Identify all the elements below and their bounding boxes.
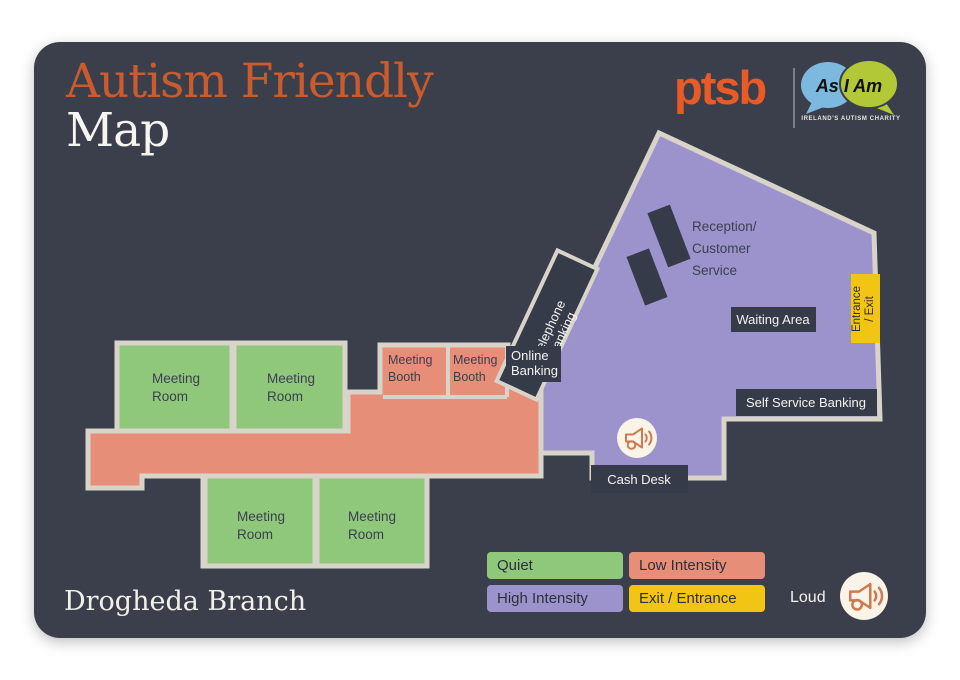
waiting-area-label: Waiting Area (736, 312, 810, 327)
logo-divider (793, 68, 795, 128)
meeting-booth-label: Booth (453, 370, 486, 384)
reception-label-line2: Customer (692, 241, 751, 256)
asiam-bubble-left (801, 62, 855, 108)
meeting-room-label: Room (152, 389, 188, 404)
asiam-logo: As I Am IRELAND'S AUTISM CHARITY (801, 59, 900, 122)
reception-label-line3: Service (692, 263, 737, 278)
ptsb-logo: ptsb (674, 61, 767, 114)
meeting-room-label: Meeting (152, 371, 200, 386)
cash-desk-box (591, 465, 688, 493)
online-banking-box (506, 346, 561, 382)
low-intensity-area (85, 342, 544, 569)
page-title-line1: Autism Friendly (66, 54, 434, 109)
high-intensity-area (538, 129, 883, 481)
entrance-exit-label-line1: Entrance (851, 286, 863, 332)
online-banking-label-line1: Online (511, 348, 549, 363)
legend-quiet: Quiet (487, 552, 623, 579)
reception-desk-upper (647, 204, 691, 268)
self-service-banking-label: Self Service Banking (746, 395, 866, 410)
meeting-room-top-left (114, 340, 235, 434)
online-banking-label-line2: Banking (511, 363, 558, 378)
meeting-room-label: Meeting (237, 509, 285, 524)
asiam-caption: IRELAND'S AUTISM CHARITY (801, 116, 900, 122)
legend-high-intensity: High Intensity (487, 585, 623, 612)
legend-loud-icon (840, 572, 888, 620)
asiam-bubble-right (839, 59, 899, 109)
meeting-room-label: Meeting (348, 509, 396, 524)
meeting-room-bottom-right (314, 473, 430, 569)
loud-area-icon (617, 418, 657, 458)
reception-desk-lower (626, 248, 668, 306)
meeting-room-top-right (231, 340, 348, 434)
asiam-logo-text: As I Am (815, 76, 882, 96)
meeting-room-bottom-left (202, 473, 318, 569)
entrance-exit-label-line2: / Exit (864, 295, 876, 321)
legend-exit-entrance: Exit / Entrance (629, 585, 765, 612)
branch-name: Drogheda Branch (64, 586, 307, 617)
reception-label-line1: Reception/ (692, 219, 757, 234)
waiting-area-box (731, 307, 816, 332)
page-title-line2: Map (66, 103, 170, 158)
cash-desk-label: Cash Desk (607, 472, 671, 487)
meeting-booth-label: Booth (388, 370, 421, 384)
legend-loud-label: Loud (790, 589, 826, 606)
meeting-booth-label: Meeting (453, 353, 498, 367)
meeting-room-label: Room (267, 389, 303, 404)
self-service-banking-box (736, 389, 877, 416)
meeting-room-label: Room (348, 527, 384, 542)
entrance-exit-box (851, 274, 880, 343)
legend-low-intensity: Low Intensity (629, 552, 765, 579)
meeting-booth-label: Meeting (388, 353, 433, 367)
meeting-room-label: Meeting (267, 371, 315, 386)
meeting-room-label: Room (237, 527, 273, 542)
asiam-bubble-tail-left (806, 102, 824, 114)
